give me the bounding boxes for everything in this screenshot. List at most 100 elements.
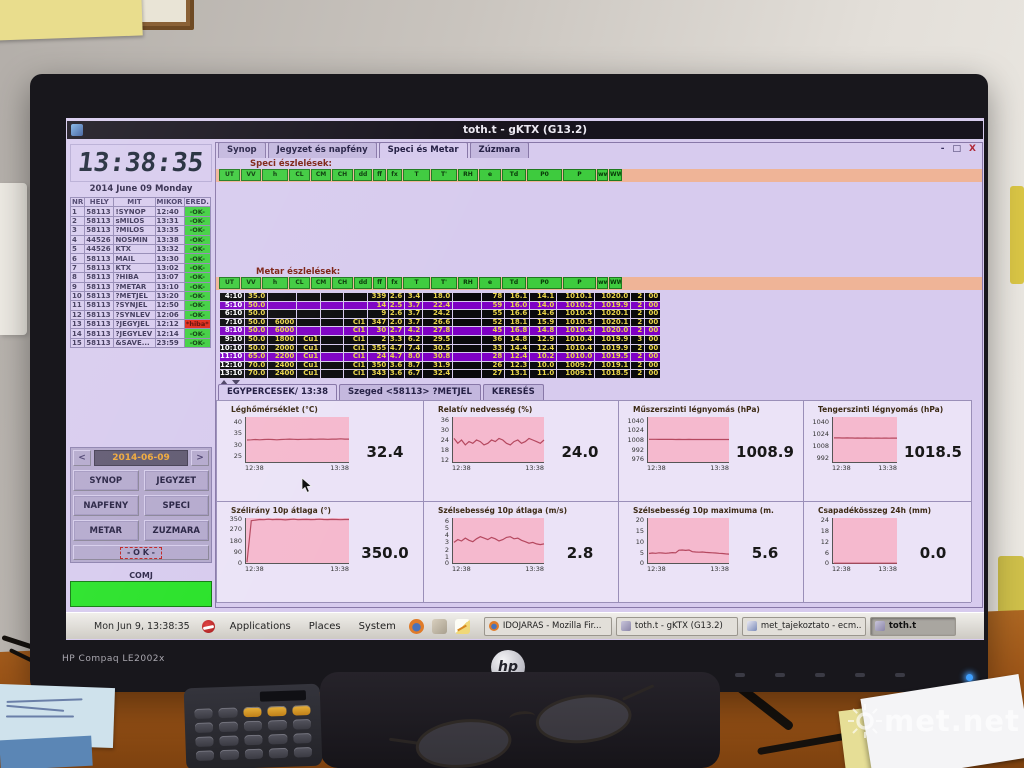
log-row[interactable]: 8 58113 ?HIBA 13:07 -OK-: [69, 272, 212, 283]
metar-cell: 65.0: [245, 353, 268, 361]
sidebar-button-metar[interactable]: METAR: [73, 520, 139, 541]
obs-col-header: Td: [502, 169, 526, 181]
app-launcher-icon[interactable]: [431, 618, 447, 634]
metar-cell: 12.3: [505, 361, 530, 370]
metar-cell: 00: [645, 310, 661, 318]
log-row[interactable]: 15 58113 &SAVE... 23:59 -OK-: [69, 337, 212, 349]
metar-cell: 7.4: [405, 344, 423, 353]
metar-cell: 1010.5: [557, 318, 595, 327]
ok-button[interactable]: - O K -: [73, 545, 209, 560]
obs-col-header: fx: [387, 277, 402, 289]
taskbar-window[interactable]: met_tajekoztato - ecm...: [741, 616, 866, 636]
y-tick: 18: [820, 526, 829, 535]
tab-z-zmara[interactable]: Zúzmara: [469, 142, 530, 158]
taskbar-clock[interactable]: Mon Jun 9, 13:38:35: [94, 620, 190, 632]
date-next-button[interactable]: >: [191, 450, 209, 466]
notes-launcher-icon[interactable]: [454, 618, 470, 634]
log-row[interactable]: 4 44526 NOSMIN 13:38 -OK-: [69, 234, 212, 245]
chart-title: Szélsebesség 10p maximuma (m.: [633, 506, 774, 515]
obs-col-header: ww: [597, 169, 608, 181]
y-tick: 0: [237, 558, 242, 567]
date-prev-button[interactable]: <: [73, 450, 91, 466]
sidebar-button-jegyzet[interactable]: JEGYZET: [143, 470, 209, 491]
log-row[interactable]: 5 44526 KTX 13:32 -OK-: [69, 243, 212, 255]
log-cell-ered: -OK-: [183, 262, 212, 274]
close-icon[interactable]: X: [969, 144, 976, 154]
y-tick: 0: [824, 559, 829, 568]
metar-cell: 9:10: [220, 335, 245, 344]
redhat-menu-icon[interactable]: [201, 619, 215, 633]
metar-cell: Ci1: [344, 353, 368, 361]
obs-col-header: VV: [241, 277, 261, 289]
metar-cell: 14.8: [505, 335, 530, 344]
metar-cell: 6000: [268, 318, 297, 327]
log-row[interactable]: 9 58113 ?METAR 13:10 -OK-: [69, 281, 212, 292]
metar-cell: 2: [631, 293, 645, 301]
tab-egypercesek-13-38[interactable]: EGYPERCESEK/ 13:38: [218, 384, 338, 400]
obs-col-header: VV: [241, 169, 261, 181]
log-col-header: ERED.: [183, 196, 212, 208]
log-row[interactable]: 1 58113 !SYNOP 12:40 -OK-: [69, 206, 212, 217]
metar-cell: 2.6: [389, 293, 405, 301]
menu-applications[interactable]: Applications: [229, 620, 291, 632]
taskbar-window[interactable]: toth.t - gKTX (G13.2): [615, 616, 738, 636]
tab-jegyzet-s-napf-ny[interactable]: Jegyzet és napfény: [267, 142, 377, 158]
log-cell-mikor: 23:59: [154, 337, 185, 349]
metar-cell: [268, 310, 297, 318]
obs-col-header: T: [403, 277, 430, 289]
metar-cell: 6.2: [405, 335, 423, 344]
taskbar-window[interactable]: toth.t: [869, 616, 956, 636]
screen: toth.t - gKTX (G13.2) 13:38:35 2014 June…: [66, 118, 984, 640]
metar-cell: [321, 335, 344, 344]
minimize-icon[interactable]: -: [940, 144, 945, 154]
menu-system[interactable]: System: [358, 620, 396, 632]
tab-keres-s[interactable]: KERESÉS: [482, 384, 544, 400]
log-row[interactable]: 6 58113 MAIL 13:30 -OK-: [69, 253, 212, 264]
main-panel: Synop Jegyzet és napfény Speci és Metar Zúz…: [215, 142, 983, 608]
metar-cell: 00: [645, 353, 661, 361]
log-row[interactable]: 12 58113 ?SYNLEV 12:06 -OK-: [69, 309, 212, 321]
log-row[interactable]: 7 58113 KTX 13:02 -OK-: [69, 262, 212, 274]
tab-speci-s-metar[interactable]: Speci és Metar: [378, 142, 468, 158]
tab-synop[interactable]: Synop: [218, 142, 266, 158]
bezel-button: [735, 673, 745, 677]
metar-cell: Cu1: [297, 344, 321, 353]
splitter-up-icon[interactable]: [220, 380, 228, 385]
log-cell-mit: ?JEGYLEV: [113, 328, 156, 339]
tab-szeged-58113-metjel[interactable]: Szeged <58113> ?METJEL: [339, 384, 481, 400]
obs-col-header: ff: [373, 277, 386, 289]
maximize-icon[interactable]: □: [952, 144, 962, 154]
tab-bar: Synop Jegyzet és napfény Speci és Metar Zúz…: [218, 142, 530, 158]
log-cell-mit: ?JEGYJEL: [113, 319, 156, 330]
metar-cell: [321, 353, 344, 361]
window-titlebar: toth.t - gKTX (G13.2): [67, 121, 983, 139]
metar-cell: 1019.9: [595, 335, 631, 344]
y-tick: 4: [444, 531, 449, 540]
sidebar-button-zuzmara[interactable]: ZUZMARA: [143, 520, 209, 541]
log-row[interactable]: 13 58113 ?JEGYJEL 12:12 *hiba*: [69, 319, 212, 330]
taskbar-window[interactable]: IDŐJÁRÁS - Mozilla Fir...: [483, 616, 612, 636]
metar-cell: Ci1: [344, 327, 368, 335]
metar-cell: 2: [631, 344, 645, 353]
firefox-launcher-icon[interactable]: [408, 618, 424, 634]
splitter-down-icon[interactable]: [232, 380, 240, 385]
menu-places[interactable]: Places: [308, 620, 341, 632]
log-row[interactable]: 10 58113 ?METJEL 13:20 -OK-: [69, 290, 212, 302]
log-cell-hely: 58113: [84, 262, 115, 274]
metar-cell: 6000: [268, 327, 297, 335]
metar-cell: 28: [482, 353, 505, 361]
log-row[interactable]: 11 58113 ?SYNJEL 12:50 -OK-: [69, 300, 212, 311]
metar-cell: 2.7: [389, 327, 405, 335]
metar-cell: 14.1: [530, 293, 557, 301]
log-cell-mit: ?METAR: [113, 281, 156, 292]
log-cell-mit: ?SYNLEV: [113, 309, 156, 321]
log-row[interactable]: 3 58113 ?MILOS 13:35 -OK-: [69, 225, 212, 236]
log-row[interactable]: 2 58113 sMILOS 13:31 -OK-: [69, 215, 212, 227]
sidebar-button-speci[interactable]: SPECI: [143, 495, 209, 516]
app-icon: [874, 621, 885, 631]
log-row[interactable]: 14 58113 ?JEGYLEV 12:14 -OK-: [69, 328, 212, 339]
obs-col-header: UT: [219, 277, 240, 289]
sidebar-button-synop[interactable]: SYNOP: [73, 470, 139, 491]
sidebar-button-napfeny[interactable]: NAPFENY: [73, 495, 139, 516]
splitter[interactable]: [220, 380, 240, 385]
